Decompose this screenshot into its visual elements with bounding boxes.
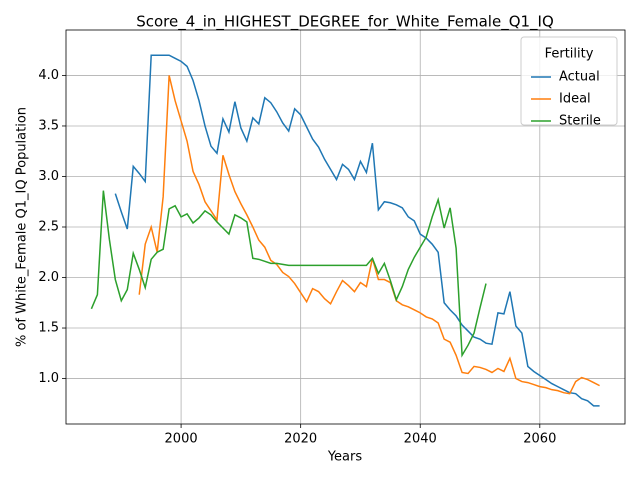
line-series: [114, 54, 600, 407]
x-tick-label: 2000: [165, 432, 198, 447]
y-tick-label: 4.0: [38, 68, 59, 83]
y-tick-label: 2.5: [38, 220, 59, 235]
legend-label: Ideal: [559, 92, 591, 107]
legend-title: Fertility: [545, 47, 594, 62]
y-axis-label: % of White_Female Q1_IQ Population: [15, 107, 30, 347]
line-series: [90, 190, 487, 358]
x-tick-label: 2020: [284, 432, 317, 447]
legend-label: Actual: [559, 70, 600, 85]
x-tick-label: 2060: [523, 432, 556, 447]
line-series: [138, 75, 600, 395]
x-tick-label: 2040: [404, 432, 437, 447]
legend-box: [520, 36, 618, 126]
y-tick-label: 1.0: [38, 371, 59, 386]
plot-frame: [65, 29, 626, 425]
y-tick-label: 3.5: [38, 118, 59, 133]
legend-label: Sterile: [559, 114, 601, 129]
y-tick-label: 1.5: [38, 321, 59, 336]
chart-title: Score_4_in_HIGHEST_DEGREE_for_White_Fema…: [136, 13, 554, 32]
y-tick-label: 3.0: [38, 169, 59, 184]
x-axis-label: Years: [327, 450, 363, 465]
y-tick-label: 2.0: [38, 270, 59, 285]
